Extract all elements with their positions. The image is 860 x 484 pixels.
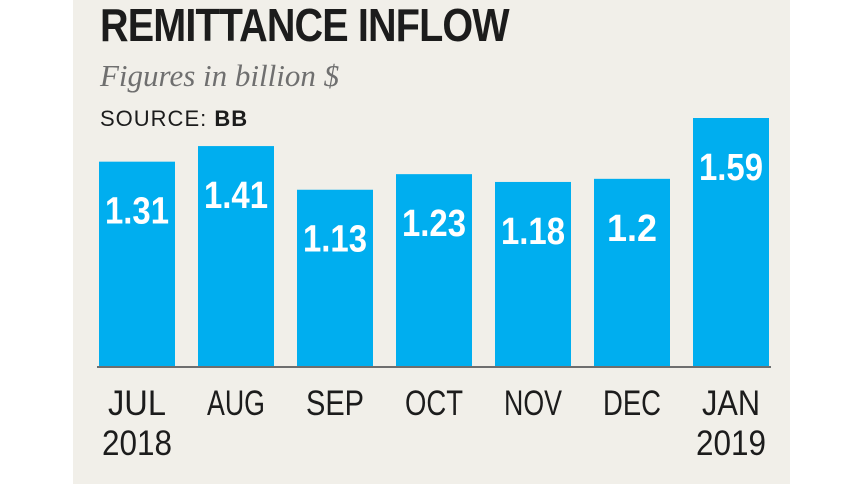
bar-value-label-0: 1.31 — [105, 191, 169, 233]
x-tick-label-4-0: NOV — [504, 384, 562, 423]
x-tick-label-1-0: AUG — [207, 384, 265, 423]
bar-value-label-3: 1.23 — [402, 203, 466, 245]
bar-value-label-4: 1.18 — [501, 211, 565, 253]
bar-1 — [198, 146, 274, 366]
x-tick-label-6-0: JAN — [702, 384, 760, 423]
bar-value-label-6: 1.59 — [699, 147, 763, 189]
x-tick-label-0-1: 2018 — [102, 424, 172, 463]
bar-value-label-1: 1.41 — [204, 175, 268, 217]
x-tick-label-5-0: DEC — [603, 384, 661, 423]
x-tick-label-0-0: JUL — [108, 384, 166, 423]
x-tick-label-3-0: OCT — [405, 384, 463, 423]
x-tick-label-2-0: SEP — [306, 384, 364, 423]
source-label: SOURCE: — [100, 106, 208, 131]
bar-4 — [495, 181, 571, 366]
x-tick-label-6-1: 2019 — [696, 424, 766, 463]
chart-subtitle: Figures in billion $ — [100, 58, 340, 93]
bar-0 — [99, 161, 175, 366]
bar-6 — [693, 118, 769, 366]
bar-value-label-5: 1.2 — [607, 208, 657, 250]
bar-5 — [594, 178, 670, 366]
bar-3 — [396, 174, 472, 366]
chart-title: REMITTANCE INFLOW — [100, 0, 510, 51]
bar-2 — [297, 189, 373, 366]
bar-value-label-2: 1.13 — [303, 219, 367, 261]
source-line: SOURCE: BB — [100, 106, 248, 132]
source-value: BB — [214, 106, 249, 131]
